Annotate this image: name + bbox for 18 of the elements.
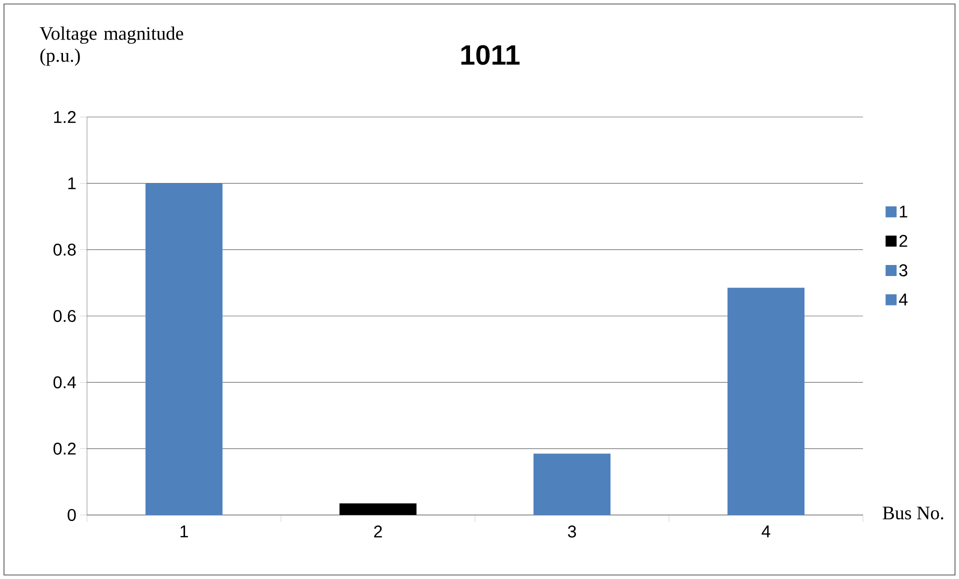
y-tick-label: 0.8 xyxy=(53,244,76,256)
chart-title: 1011 xyxy=(461,45,520,65)
y-axis-title: Voltage magnitude (p.u.) xyxy=(40,26,184,66)
y-tick-label: 1.2 xyxy=(54,111,76,123)
legend-label: 4 xyxy=(898,294,908,306)
y-tick-label: 0.2 xyxy=(53,442,76,455)
y-tick-label: 0 xyxy=(68,508,76,522)
x-tick-label: 1 xyxy=(180,526,188,538)
x-tick-label: 2 xyxy=(374,526,382,538)
legend-label: 3 xyxy=(899,264,908,276)
y-tick-label: 0.4 xyxy=(53,376,76,388)
x-axis-title: Bus No. xyxy=(882,506,944,520)
x-tick-label: 3 xyxy=(568,526,576,538)
y-tick-label: 0.6 xyxy=(53,310,76,322)
legend-label: 1 xyxy=(900,206,908,218)
x-tick-label: 4 xyxy=(762,526,770,538)
legend-label: 2 xyxy=(899,234,908,247)
y-tick-label: 1 xyxy=(68,177,76,190)
